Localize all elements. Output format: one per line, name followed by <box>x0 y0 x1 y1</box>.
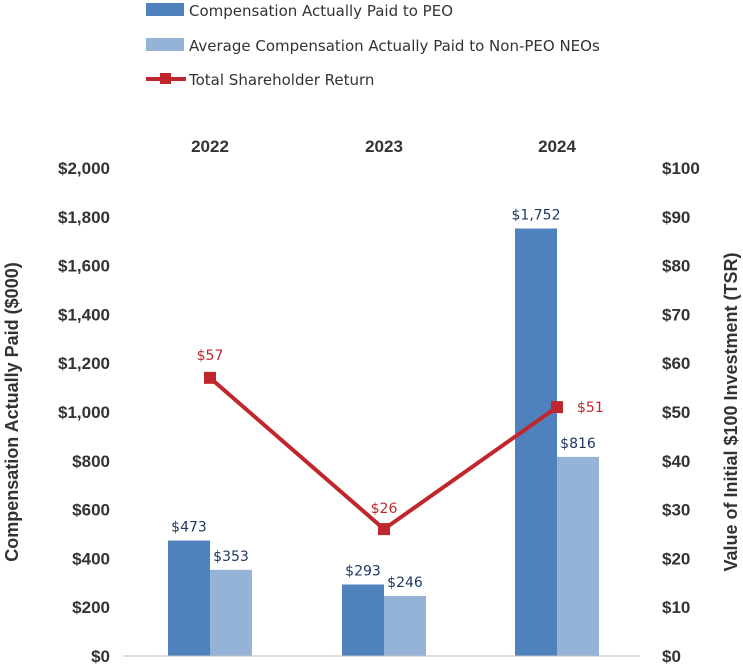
category-label: 2022 <box>191 137 229 156</box>
left-tick-label: $200 <box>72 598 110 617</box>
bar-value-label: $353 <box>213 549 249 565</box>
tsr-series: $57 $26 $51 <box>197 348 604 536</box>
right-tick-label: $0 <box>662 647 681 666</box>
legend: Compensation Actually Paid to PEO Averag… <box>146 2 600 89</box>
left-tick-label: $800 <box>72 452 110 471</box>
bar <box>342 584 384 656</box>
legend-label-tsr: Total Shareholder Return <box>188 71 374 89</box>
category-labels: 2022 2023 2024 <box>191 137 576 156</box>
right-axis-ticks: $0 $10 $20 $30 $40 $50 $60 $70 $80 $90 $100 <box>662 159 700 666</box>
right-tick-label: $50 <box>662 403 690 422</box>
right-tick-label: $60 <box>662 354 690 373</box>
left-tick-label: $0 <box>91 647 110 666</box>
legend-swatch-peo <box>146 3 184 16</box>
category-label: 2023 <box>365 137 403 156</box>
right-tick-label: $100 <box>662 159 700 178</box>
left-tick-label: $1,000 <box>58 403 110 422</box>
bar <box>168 540 210 656</box>
tsr-value-label: $51 <box>577 400 604 416</box>
tsr-marker <box>551 401 563 414</box>
left-tick-label: $2,000 <box>58 159 110 178</box>
legend-swatch-non-peo <box>146 38 184 51</box>
legend-label-non-peo: Average Compensation Actually Paid to No… <box>189 37 600 55</box>
left-tick-label: $600 <box>72 501 110 520</box>
bar-value-label: $246 <box>387 575 423 591</box>
bar-value-label: $816 <box>560 436 596 452</box>
left-axis-title: Compensation Actually Paid ($000) <box>2 262 22 561</box>
bar <box>557 456 599 656</box>
left-tick-label: $1,200 <box>58 354 110 373</box>
category-label: 2024 <box>538 137 576 156</box>
left-axis-ticks: $0 $200 $400 $600 $800 $1,000 $1,200 $1,400 $1,6… <box>58 159 110 666</box>
left-tick-label: $1,400 <box>58 305 110 324</box>
bar-value-label: $1,752 <box>512 208 561 224</box>
tsr-value-label: $26 <box>371 501 398 517</box>
bar <box>384 595 426 656</box>
right-tick-label: $70 <box>662 305 690 324</box>
legend-label-peo: Compensation Actually Paid to PEO <box>189 2 453 20</box>
tsr-marker <box>378 523 390 536</box>
right-tick-label: $10 <box>662 598 690 617</box>
right-tick-label: $40 <box>662 452 690 471</box>
left-tick-label: $1,600 <box>58 257 110 276</box>
tsr-marker <box>204 371 216 384</box>
tsr-value-label: $57 <box>197 348 224 364</box>
right-tick-label: $90 <box>662 208 690 227</box>
right-axis-title: Value of Initial $100 Investment (TSR) <box>721 252 741 571</box>
right-tick-label: $80 <box>662 257 690 276</box>
bar <box>515 228 557 656</box>
bar-labels: $473 $293 $1,752 $353 $246 $816 <box>171 208 596 591</box>
legend-swatch-tsr-marker <box>160 73 171 84</box>
bar-value-label: $293 <box>345 564 381 580</box>
right-tick-label: $30 <box>662 501 690 520</box>
right-tick-label: $20 <box>662 549 690 568</box>
bar-value-label: $473 <box>171 520 207 536</box>
bars <box>168 228 599 656</box>
left-tick-label: $1,800 <box>58 208 110 227</box>
bar <box>210 569 252 656</box>
left-tick-label: $400 <box>72 549 110 568</box>
